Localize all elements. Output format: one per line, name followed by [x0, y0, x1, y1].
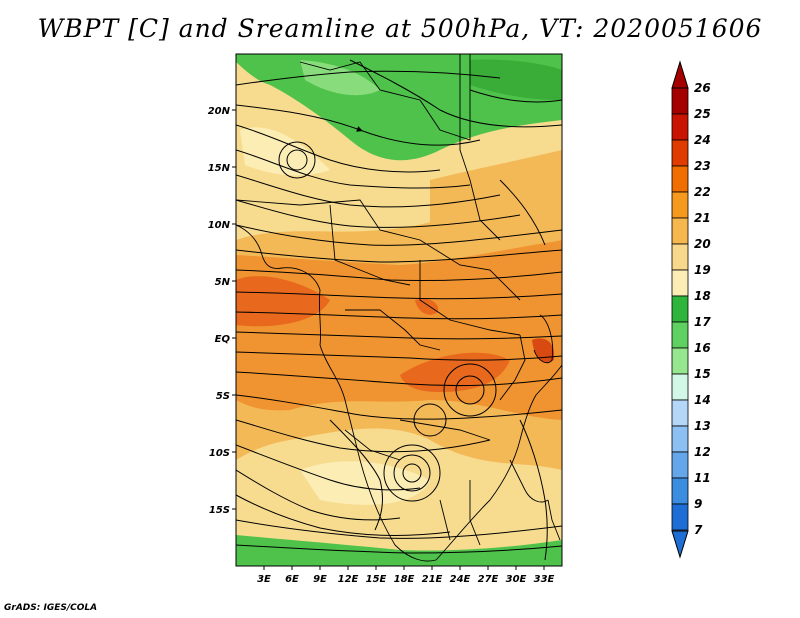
colorbar-swatch [671, 347, 689, 375]
colorbar: 26 25 24 23 22 21 20 19 18 17 16 15 14 1… [671, 60, 711, 559]
lon-label-9e: 9E [313, 574, 327, 585]
cb-label-17: 17 [694, 315, 711, 329]
wbpt-field [236, 54, 562, 566]
map-title: WBPT [C] and Sreamline at 500hPa, VT: 20… [37, 14, 763, 43]
colorbar-swatch [671, 243, 689, 271]
colorbar-swatch [671, 269, 689, 297]
cb-label-7: 7 [694, 523, 703, 537]
lat-label-20n: 20N [208, 106, 231, 117]
colorbar-swatch [671, 87, 689, 115]
colorbar-swatch [671, 477, 689, 505]
colorbar-swatch [671, 425, 689, 453]
colorbar-swatch [671, 503, 689, 531]
lon-label-3e: 3E [257, 574, 271, 585]
cb-label-12: 12 [694, 445, 711, 459]
cb-label-23: 23 [694, 159, 711, 173]
colorbar-swatch [671, 217, 689, 245]
cb-label-20: 20 [694, 237, 711, 251]
lon-label-30e: 30E [506, 574, 527, 585]
cb-label-11: 11 [694, 471, 711, 485]
lon-axis: 3E 6E 9E 12E 15E 18E 21E 24E 27E 30E 33E [257, 566, 555, 585]
lon-label-6e: 6E [285, 574, 299, 585]
colorbar-swatches [671, 87, 689, 531]
streamlines [236, 59, 562, 561]
colorbar-swatch [671, 295, 689, 323]
lat-label-10n: 10N [208, 220, 231, 231]
lon-label-15e: 15E [366, 574, 387, 585]
cb-label-14: 14 [694, 393, 711, 407]
colorbar-top-arrow [671, 60, 689, 89]
lat-label-eq: EQ [215, 334, 231, 345]
lat-axis: 20N 15N 10N 5N EQ 5S 10S 15S [208, 106, 236, 516]
cb-label-19: 19 [694, 263, 711, 277]
colorbar-swatch [671, 139, 689, 167]
colorbar-bottom-arrow [671, 530, 689, 559]
cb-label-26: 26 [694, 81, 711, 95]
colorbar-swatch [671, 399, 689, 427]
cb-label-16: 16 [694, 341, 711, 355]
lat-label-5n: 5N [215, 277, 231, 288]
lat-label-15n: 15N [208, 163, 231, 174]
colorbar-swatch [671, 373, 689, 401]
lon-label-12e: 12E [338, 574, 359, 585]
cb-label-25: 25 [694, 107, 711, 121]
cb-label-21: 21 [694, 211, 711, 225]
map-frame [235, 53, 563, 567]
colorbar-swatch [671, 165, 689, 193]
cb-label-13: 13 [694, 419, 711, 433]
cb-label-22: 22 [694, 185, 711, 199]
cb-label-24: 24 [694, 133, 711, 147]
lat-label-10s: 10S [209, 448, 230, 459]
lon-label-33e: 33E [534, 574, 555, 585]
colorbar-swatch [671, 191, 689, 219]
lon-label-24e: 24E [450, 574, 471, 585]
lat-label-5s: 5S [216, 391, 230, 402]
lon-label-27e: 27E [478, 574, 499, 585]
cb-label-18: 18 [694, 289, 711, 303]
cb-label-9: 9 [694, 497, 702, 511]
colorbar-swatch [671, 451, 689, 479]
cb-label-15: 15 [694, 367, 711, 381]
lon-label-21e: 21E [422, 574, 443, 585]
colorbar-swatch [671, 321, 689, 349]
lat-label-15s: 15S [209, 505, 230, 516]
lon-label-18e: 18E [394, 574, 415, 585]
coastline-borders [236, 54, 562, 562]
credit-text: GrADS: IGES/COLA [4, 603, 98, 613]
colorbar-swatch [671, 113, 689, 141]
